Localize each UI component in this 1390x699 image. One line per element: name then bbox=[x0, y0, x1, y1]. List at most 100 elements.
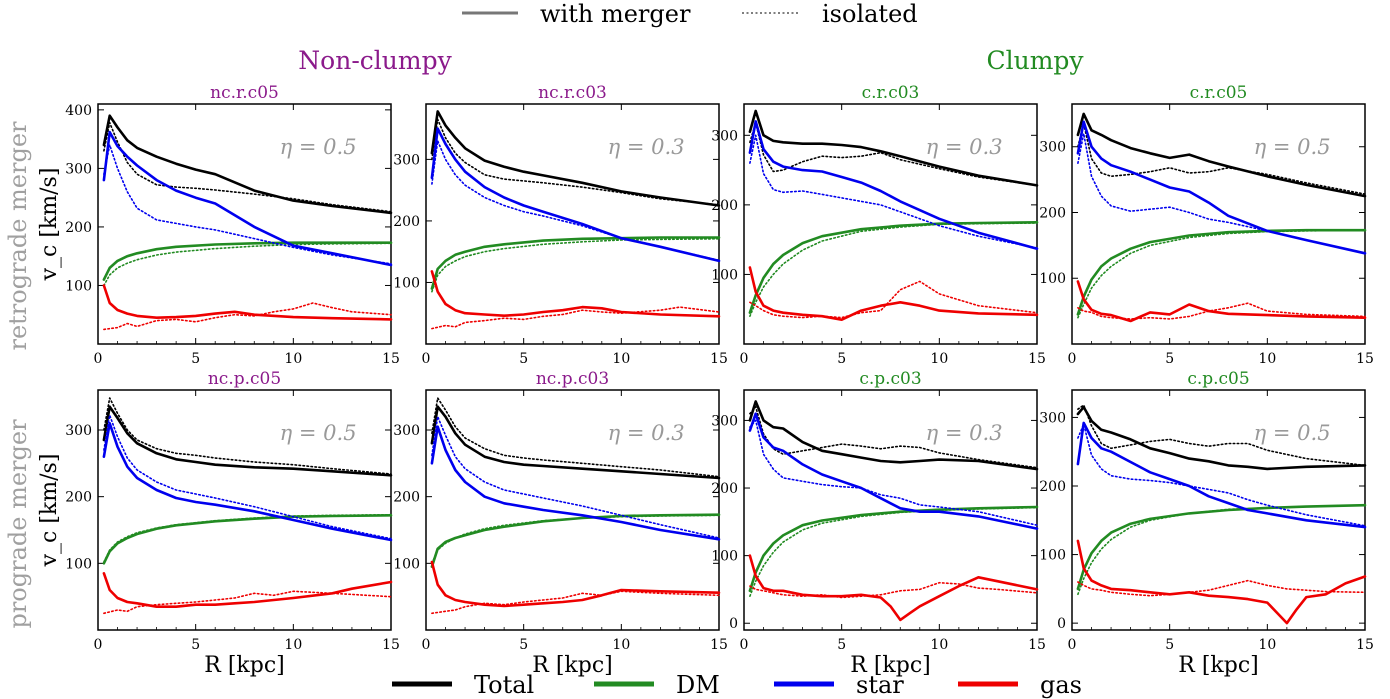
series-dm-isolated bbox=[1077, 504, 1366, 596]
series-gas-merger bbox=[430, 270, 721, 318]
panel-c.p.c05: c.p.c05 η = 0.5 0 5 10 15 0 100 200 300 R [kpc] bbox=[1039, 369, 1374, 678]
y-tick-label: 200 bbox=[393, 490, 420, 506]
series-total-isolated bbox=[1077, 122, 1366, 195]
y-tick-label: 300 bbox=[393, 423, 420, 439]
series-total-isolated bbox=[749, 122, 1038, 187]
eta-annotation: η = 0.5 bbox=[1254, 421, 1331, 445]
row-label-prograde: prograde merger bbox=[4, 419, 32, 629]
series-total-isolated bbox=[103, 397, 392, 475]
series-total-isolated bbox=[431, 118, 720, 206]
legend-isolated-label: isolated bbox=[822, 0, 918, 28]
series-total-merger bbox=[748, 400, 1039, 471]
plot-frame bbox=[743, 389, 1038, 631]
x-tick-label: 5 bbox=[191, 351, 200, 367]
y-axis-label: v_c [km/s] bbox=[37, 454, 62, 568]
y-tick-label: 100 bbox=[711, 549, 738, 565]
y-tick-label: 300 bbox=[393, 152, 420, 168]
y-tick-label: 300 bbox=[65, 423, 92, 439]
y-tick-label: 100 bbox=[65, 556, 92, 572]
series-total-isolated bbox=[1077, 404, 1366, 467]
series-gas-isolated bbox=[431, 306, 720, 330]
x-tick-label: 0 bbox=[740, 351, 749, 367]
series-dm-isolated bbox=[1077, 229, 1366, 319]
series-gas-isolated bbox=[1077, 302, 1366, 320]
panel-title: c.r.c05 bbox=[1190, 83, 1248, 103]
plot-frame bbox=[97, 103, 392, 345]
plot-frame bbox=[743, 103, 1038, 345]
x-tick-label: 0 bbox=[1068, 351, 1077, 367]
x-tick-label: 15 bbox=[710, 637, 728, 653]
y-tick-label: 300 bbox=[1039, 410, 1066, 426]
plot-frame bbox=[97, 389, 392, 631]
row-label-retrograde: retrograde merger bbox=[4, 121, 32, 351]
x-tick-label: 5 bbox=[837, 637, 846, 653]
series-dm-merger bbox=[430, 513, 721, 569]
x-tick-label: 15 bbox=[1356, 637, 1374, 653]
x-tick-label: 0 bbox=[94, 351, 103, 367]
series-dm-isolated bbox=[749, 506, 1038, 598]
y-tick-label: 300 bbox=[711, 128, 738, 144]
legend-top: with merger isolated bbox=[462, 0, 918, 28]
series-gas-isolated bbox=[1077, 579, 1366, 597]
series-total-merger bbox=[748, 109, 1039, 187]
x-tick-label: 10 bbox=[930, 637, 948, 653]
y-tick-label: 100 bbox=[393, 275, 420, 291]
x-tick-label: 5 bbox=[837, 351, 846, 367]
x-tick-label: 10 bbox=[1258, 637, 1276, 653]
eta-annotation: η = 0.3 bbox=[608, 421, 685, 445]
x-tick-label: 0 bbox=[94, 637, 103, 653]
series-gas-isolated bbox=[103, 590, 392, 615]
series-star-isolated bbox=[431, 415, 720, 539]
series-gas-merger bbox=[430, 560, 721, 608]
series-total-merger bbox=[430, 405, 721, 480]
series-gas-merger bbox=[748, 554, 1039, 622]
x-tick-label: 5 bbox=[519, 637, 528, 653]
series-star-isolated bbox=[749, 419, 1038, 527]
y-tick-label: 200 bbox=[65, 490, 92, 506]
series-star-merger bbox=[102, 421, 393, 542]
series-dm-merger bbox=[430, 236, 721, 290]
series-star-isolated bbox=[1077, 132, 1366, 255]
y-axis-label: v_c [km/s] bbox=[37, 168, 62, 282]
x-axis-label: R [kpc] bbox=[850, 653, 930, 678]
x-tick-label: 5 bbox=[1165, 637, 1174, 653]
series-total-isolated bbox=[431, 397, 720, 478]
eta-annotation: η = 0.5 bbox=[1254, 135, 1331, 159]
panel-nc.r.c03: nc.r.c03 η = 0.3 0 5 10 15 100 200 300 bbox=[393, 83, 728, 367]
y-tick-label: 200 bbox=[711, 198, 738, 214]
panel-title: c.p.c03 bbox=[859, 369, 921, 389]
series-gas-isolated bbox=[431, 590, 720, 615]
series-star-isolated bbox=[103, 144, 392, 265]
series-dm-merger bbox=[102, 241, 393, 281]
series-gas-merger bbox=[748, 266, 1039, 322]
legend-label-star: star bbox=[856, 671, 904, 699]
series-gas-merger bbox=[102, 571, 393, 609]
legend-label-gas: gas bbox=[1040, 671, 1082, 699]
series-dm-merger bbox=[1076, 503, 1367, 591]
x-tick-label: 15 bbox=[710, 351, 728, 367]
x-tick-label: 0 bbox=[422, 637, 431, 653]
series-total-merger bbox=[102, 405, 393, 477]
panel-title: nc.r.c03 bbox=[538, 83, 607, 103]
eta-annotation: η = 0.3 bbox=[926, 421, 1003, 445]
y-tick-label: 300 bbox=[65, 161, 92, 177]
y-tick-label: 100 bbox=[711, 267, 738, 283]
panel-title: c.r.c03 bbox=[862, 83, 920, 103]
plot-frame bbox=[425, 103, 720, 345]
plot-frame bbox=[425, 389, 720, 631]
y-tick-label: 200 bbox=[393, 214, 420, 230]
series-gas-merger bbox=[1076, 539, 1367, 625]
series-star-merger bbox=[430, 425, 721, 541]
eta-annotation: η = 0.3 bbox=[926, 135, 1003, 159]
series-total-merger bbox=[430, 110, 721, 207]
series-star-isolated bbox=[103, 414, 392, 540]
x-axis-label: R [kpc] bbox=[532, 653, 612, 678]
y-tick-label: 100 bbox=[1039, 548, 1066, 564]
y-tick-label: 100 bbox=[65, 278, 92, 294]
panel-c.r.c05: c.r.c05 η = 0.5 0 5 10 15 100 200 300 bbox=[1039, 83, 1374, 367]
x-tick-label: 15 bbox=[1028, 637, 1046, 653]
legend-bottom: Total DM star gas bbox=[392, 671, 1082, 699]
series-dm-isolated bbox=[103, 513, 392, 563]
